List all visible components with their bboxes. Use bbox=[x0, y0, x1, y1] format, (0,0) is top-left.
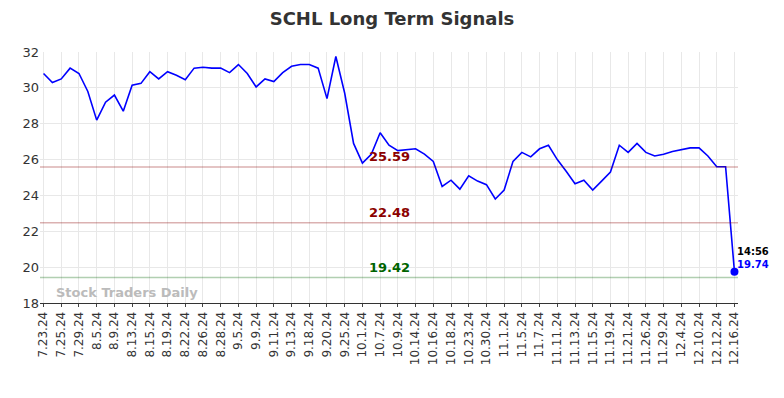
svg-text:12.16.24: 12.16.24 bbox=[727, 312, 741, 365]
svg-text:11.5.24: 11.5.24 bbox=[515, 312, 529, 358]
svg-text:9.13.24: 9.13.24 bbox=[284, 312, 298, 358]
svg-text:10.1.24: 10.1.24 bbox=[355, 312, 369, 358]
svg-text:12.4.24: 12.4.24 bbox=[674, 312, 688, 358]
svg-text:26: 26 bbox=[22, 152, 39, 167]
svg-text:9.11.24: 9.11.24 bbox=[267, 312, 281, 358]
svg-text:8.15.24: 8.15.24 bbox=[143, 312, 157, 358]
svg-text:10.23.24: 10.23.24 bbox=[462, 312, 476, 365]
svg-text:8.28.24: 8.28.24 bbox=[214, 312, 228, 358]
svg-text:20: 20 bbox=[22, 260, 39, 275]
svg-text:11.21.24: 11.21.24 bbox=[621, 312, 635, 365]
svg-text:11.15.24: 11.15.24 bbox=[586, 312, 600, 365]
svg-text:11.29.24: 11.29.24 bbox=[656, 312, 670, 365]
svg-text:8.26.24: 8.26.24 bbox=[196, 312, 210, 358]
svg-text:25.59: 25.59 bbox=[369, 149, 410, 164]
svg-text:10.7.24: 10.7.24 bbox=[373, 312, 387, 358]
svg-text:10.9.24: 10.9.24 bbox=[391, 312, 405, 358]
svg-text:12.10.24: 12.10.24 bbox=[692, 312, 706, 365]
svg-text:8.13.24: 8.13.24 bbox=[125, 312, 139, 358]
svg-text:8.9.24: 8.9.24 bbox=[107, 312, 121, 350]
svg-text:24: 24 bbox=[22, 188, 39, 203]
svg-text:32: 32 bbox=[22, 45, 39, 60]
svg-text:10.16.24: 10.16.24 bbox=[426, 312, 440, 365]
svg-text:30: 30 bbox=[22, 80, 39, 95]
svg-text:8.19.24: 8.19.24 bbox=[160, 312, 174, 358]
svg-text:11.7.24: 11.7.24 bbox=[532, 312, 546, 358]
svg-text:11.1.24: 11.1.24 bbox=[497, 312, 511, 358]
svg-text:18: 18 bbox=[22, 296, 39, 311]
svg-text:9.25.24: 9.25.24 bbox=[338, 312, 352, 358]
svg-text:8.22.24: 8.22.24 bbox=[178, 312, 192, 358]
svg-text:19.42: 19.42 bbox=[369, 260, 410, 275]
svg-text:7.29.24: 7.29.24 bbox=[72, 312, 86, 358]
svg-text:10.14.24: 10.14.24 bbox=[408, 312, 422, 365]
svg-text:10.30.24: 10.30.24 bbox=[479, 312, 493, 365]
svg-text:19.74: 19.74 bbox=[737, 259, 769, 270]
svg-text:8.5.24: 8.5.24 bbox=[90, 312, 104, 350]
svg-text:11.19.24: 11.19.24 bbox=[603, 312, 617, 365]
svg-text:9.5.24: 9.5.24 bbox=[231, 312, 245, 350]
svg-text:11.11.24: 11.11.24 bbox=[550, 312, 564, 365]
svg-text:7.23.24: 7.23.24 bbox=[36, 312, 50, 358]
svg-text:Stock Traders Daily: Stock Traders Daily bbox=[56, 285, 198, 300]
svg-text:SCHL Long Term Signals: SCHL Long Term Signals bbox=[270, 8, 515, 29]
svg-text:22: 22 bbox=[22, 224, 39, 239]
svg-text:9.20.24: 9.20.24 bbox=[320, 312, 334, 358]
svg-text:11.13.24: 11.13.24 bbox=[568, 312, 582, 365]
svg-text:12.12.24: 12.12.24 bbox=[710, 312, 724, 365]
svg-text:9.9.24: 9.9.24 bbox=[249, 312, 263, 350]
svg-text:10.18.24: 10.18.24 bbox=[444, 312, 458, 365]
svg-text:7.25.24: 7.25.24 bbox=[54, 312, 68, 358]
svg-text:22.48: 22.48 bbox=[369, 205, 410, 220]
svg-text:9.18.24: 9.18.24 bbox=[302, 312, 316, 358]
svg-text:11.26.24: 11.26.24 bbox=[639, 312, 653, 365]
svg-text:14:56: 14:56 bbox=[737, 246, 769, 257]
svg-text:28: 28 bbox=[22, 116, 39, 131]
